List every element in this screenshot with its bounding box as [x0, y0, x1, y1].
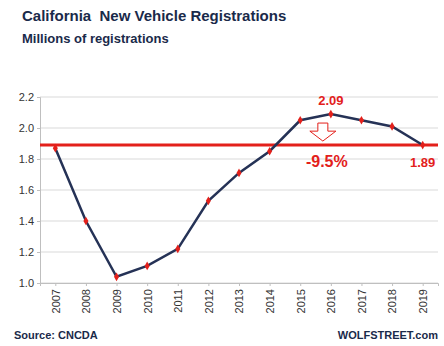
x-tick-mark [239, 283, 240, 286]
y-tick-mark [37, 159, 40, 160]
y-tick-mark [37, 283, 40, 284]
x-tick-mark [178, 283, 179, 286]
x-tick: 2010 [142, 283, 154, 313]
x-tick: 2014 [264, 283, 276, 313]
grid [40, 97, 438, 283]
x-tick: 2018 [386, 283, 398, 313]
x-tick-label: 2016 [325, 289, 337, 313]
x-tick-mark [331, 283, 332, 286]
x-axis-line [41, 284, 439, 287]
marker [420, 141, 425, 150]
x-tick: 2019 [417, 283, 429, 313]
title: California New Vehicle Registrations [22, 7, 286, 24]
y-tick-mark [37, 221, 40, 222]
credit: WOLFSTREET.com [338, 329, 438, 341]
x-tick: 2013 [233, 283, 245, 313]
grid-line [40, 159, 438, 160]
marker [83, 217, 88, 226]
x-tick-mark [55, 283, 56, 286]
x-tick-mark [300, 283, 301, 286]
y-tick: 1.4 [19, 215, 40, 227]
x-tick-label: 2014 [264, 289, 276, 313]
y-tick-label: 2.0 [19, 122, 34, 134]
grid-line [40, 221, 438, 222]
annotations: 2.09 -9.5% 1.89 [306, 93, 435, 170]
marker [53, 144, 58, 153]
y-tick-mark [37, 97, 40, 98]
y-tick-mark [37, 190, 40, 191]
reference-line [40, 144, 438, 147]
series-line [55, 114, 422, 277]
y-tick: 1.8 [19, 153, 40, 165]
y-tick-mark [37, 252, 40, 253]
marker [236, 169, 241, 178]
x-tick-label: 2015 [295, 289, 307, 313]
grid-line [40, 190, 438, 191]
x-tick-label: 2012 [203, 289, 215, 313]
x-tick-label: 2019 [417, 289, 429, 313]
y-tick-label: 1.0 [19, 277, 34, 289]
grid-line [40, 128, 438, 129]
source: Source: CNCDA [14, 329, 98, 341]
annotation: 1.89 [410, 155, 435, 170]
grid-line [40, 97, 438, 98]
y-axis-line [37, 98, 41, 284]
x-tick: 2011 [172, 283, 184, 313]
x-tick-label: 2011 [172, 289, 184, 313]
y-tick-label: 1.2 [19, 246, 34, 258]
y-tick: 2.2 [19, 91, 40, 103]
x-tick-label: 2018 [386, 289, 398, 313]
marker [359, 116, 364, 125]
grid-line [40, 252, 438, 253]
x-tick-mark [392, 283, 393, 286]
annotation: -9.5% [306, 153, 348, 170]
x-axis: 2007 2008 2009 2010 2011 2012 2013 2014 2015 2016… [41, 283, 439, 313]
x-tick-mark [208, 283, 209, 286]
x-tick: 2015 [295, 283, 307, 313]
x-tick-label: 2013 [233, 289, 245, 313]
x-tick: 2012 [203, 283, 215, 313]
y-tick-label: 1.4 [19, 215, 34, 227]
marker [267, 147, 272, 156]
x-tick-label: 2008 [80, 289, 92, 313]
y-tick-label: 2.2 [19, 91, 34, 103]
subtitle: Millions of registrations [22, 31, 169, 46]
y-tick: 1.2 [19, 246, 40, 258]
y-tick: 1.6 [19, 184, 40, 196]
x-tick: 2007 [50, 283, 62, 313]
x-tick-mark [86, 283, 87, 286]
marker [328, 110, 333, 119]
x-tick-label: 2009 [111, 289, 123, 313]
marker [175, 245, 180, 254]
x-tick-mark [423, 283, 424, 286]
marker [114, 272, 119, 281]
x-tick-label: 2010 [142, 289, 154, 313]
y-axis: 1.0 1.2 1.4 1.6 1.8 2.0 2.2 [19, 91, 41, 289]
arrow [310, 123, 336, 141]
marker [390, 122, 395, 131]
plot-area [40, 110, 438, 281]
x-tick-label: 2007 [50, 289, 62, 313]
y-tick: 1.0 [19, 277, 40, 289]
x-tick-mark [361, 283, 362, 286]
marker [298, 116, 303, 125]
y-tick-label: 1.8 [19, 153, 34, 165]
x-tick: 2017 [356, 283, 368, 313]
x-tick-mark [270, 283, 271, 286]
x-tick: 2008 [80, 283, 92, 313]
x-tick-mark [147, 283, 148, 286]
marker [145, 262, 150, 271]
annotation: 2.09 [318, 93, 343, 108]
y-tick-label: 1.6 [19, 184, 34, 196]
x-tick: 2009 [111, 283, 123, 313]
marker [206, 196, 211, 205]
x-tick: 2016 [325, 283, 337, 313]
x-tick-mark [117, 283, 118, 286]
y-tick: 2.0 [19, 122, 40, 134]
y-tick-mark [37, 128, 40, 129]
x-tick-label: 2017 [356, 289, 368, 313]
background [0, 0, 444, 346]
